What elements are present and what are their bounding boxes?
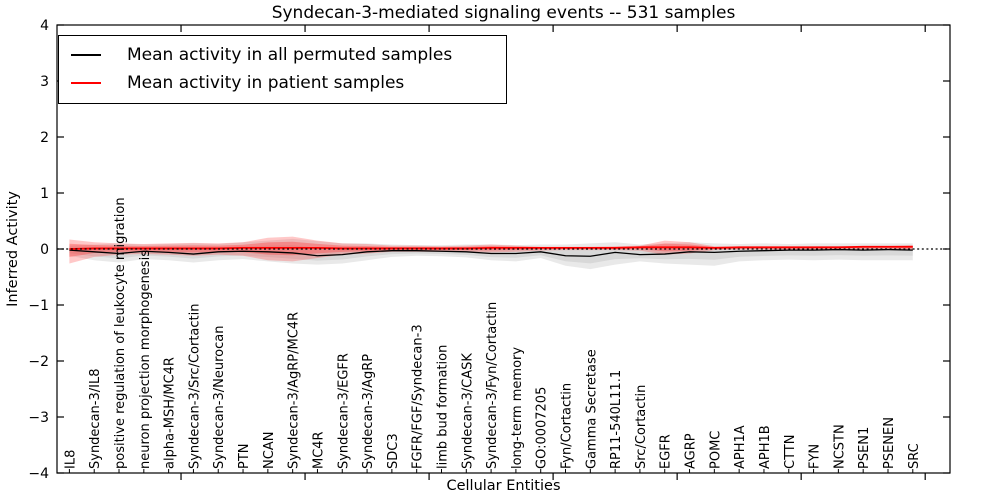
y-tick-label: −3 bbox=[28, 410, 49, 426]
x-axis-label: Cellular Entities bbox=[446, 478, 561, 494]
y-tick-label: 2 bbox=[40, 130, 49, 146]
x-tick-label: Syndecan-3/IL8 bbox=[88, 369, 103, 469]
x-tick-label: Syndecan-3/Src/Cortactin bbox=[187, 303, 202, 469]
legend-entry-permuted: Mean activity in all permuted samples bbox=[71, 41, 496, 69]
y-tick-label: −1 bbox=[28, 298, 49, 314]
x-tick-label: Fyn/Cortactin bbox=[560, 383, 575, 469]
x-tick-label: Syndecan-3/EGFR bbox=[336, 353, 351, 469]
legend-label-permuted: Mean activity in all permuted samples bbox=[127, 45, 453, 65]
x-tick-label: IL8 bbox=[63, 450, 78, 469]
x-tick-label: CTTN bbox=[783, 435, 798, 469]
x-tick-label: RP11-540L11.1 bbox=[609, 370, 624, 469]
y-axis-label: Inferred Activity bbox=[5, 191, 21, 307]
y-tick-label: 3 bbox=[40, 74, 49, 90]
x-tick-label: APH1B bbox=[758, 425, 773, 469]
x-tick-label: PTN bbox=[237, 443, 252, 469]
x-tick-label: neuron projection morphogenesis bbox=[138, 250, 153, 469]
legend-entry-patient: Mean activity in patient samples bbox=[71, 69, 496, 97]
legend-label-patient: Mean activity in patient samples bbox=[127, 73, 405, 93]
x-tick-label: SRC bbox=[907, 443, 922, 469]
x-tick-label: MC4R bbox=[311, 431, 326, 469]
x-tick-label: positive regulation of leukocyte migrati… bbox=[113, 197, 128, 469]
x-tick-label: FYN bbox=[808, 444, 823, 469]
x-tick-label: Syndecan-3/AgRP/MC4R bbox=[287, 312, 302, 469]
y-tick-label: 1 bbox=[40, 186, 49, 202]
x-tick-label: NCSTN bbox=[832, 424, 847, 469]
x-tick-label: limb bud formation bbox=[435, 345, 450, 469]
x-tick-label: EGFR bbox=[659, 434, 674, 469]
y-tick-label: 4 bbox=[40, 18, 49, 34]
y-tick-label: −4 bbox=[28, 466, 49, 482]
x-tick-label: GO:0007205 bbox=[535, 387, 550, 469]
x-tick-label: Gamma Secretase bbox=[584, 349, 599, 469]
patient-band-outer bbox=[69, 236, 913, 264]
permuted-line-swatch bbox=[71, 54, 101, 56]
x-tick-label: alpha-MSH/MC4R bbox=[163, 357, 178, 469]
x-tick-label: PSENEN bbox=[882, 417, 897, 469]
x-tick-label: FGFR/FGF/Syndecan-3 bbox=[411, 324, 426, 469]
y-tick-label: 0 bbox=[40, 242, 49, 258]
x-tick-label: Src/Cortactin bbox=[634, 385, 649, 469]
x-tick-label: POMC bbox=[708, 431, 723, 469]
permuted-mean-line bbox=[69, 248, 913, 257]
x-tick-label: AGRP bbox=[684, 433, 699, 469]
x-tick-label: APH1A bbox=[733, 425, 748, 469]
x-tick-label: NCAN bbox=[262, 432, 277, 469]
permuted-band-inner bbox=[69, 245, 913, 264]
x-tick-label: Syndecan-3/CASK bbox=[460, 353, 475, 469]
x-tick-label: long-term memory bbox=[510, 347, 525, 469]
x-tick-label: PSEN1 bbox=[857, 427, 872, 469]
x-tick-label: Syndecan-3/Fyn/Cortactin bbox=[485, 302, 500, 469]
legend: Mean activity in all permuted samples Me… bbox=[58, 35, 507, 104]
patient-line-swatch bbox=[71, 82, 101, 84]
x-tick-label: Syndecan-3/Neurocan bbox=[212, 326, 227, 469]
chart-title: Syndecan-3-mediated signaling events -- … bbox=[271, 3, 736, 23]
y-tick-label: −2 bbox=[28, 354, 49, 370]
x-tick-label: SDC3 bbox=[386, 433, 401, 469]
x-tick-label: Syndecan-3/AgRP bbox=[361, 354, 376, 469]
